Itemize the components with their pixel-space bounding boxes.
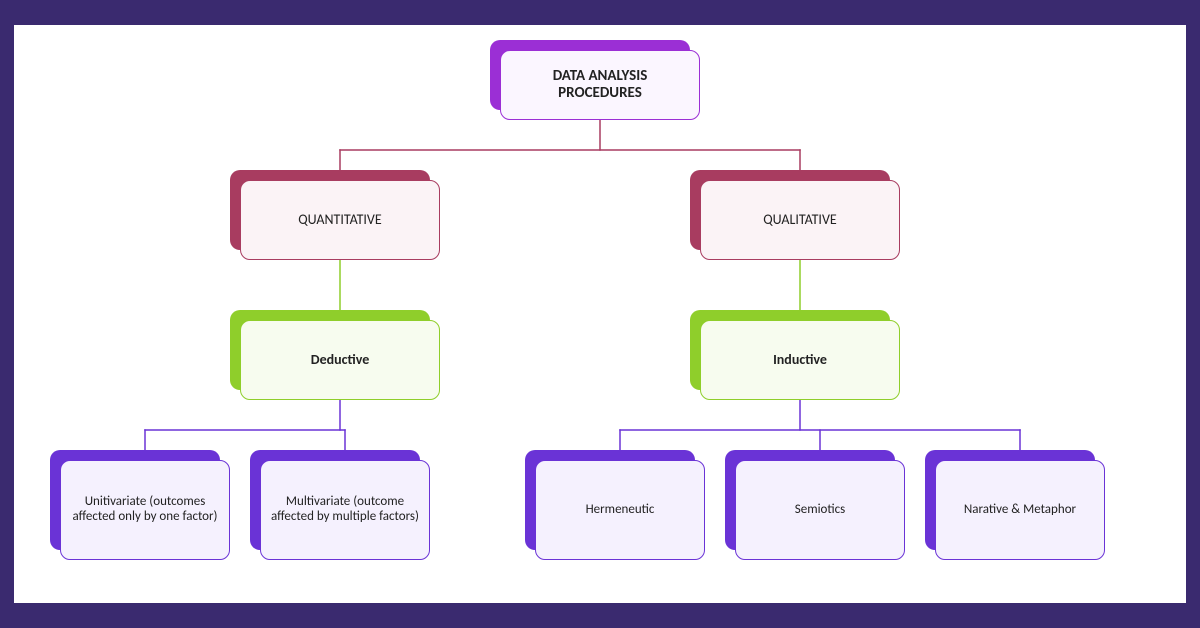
node-face: DATA ANALYSIS PROCEDURES	[500, 50, 700, 120]
node-qualitative: QUALITATIVE	[700, 180, 900, 260]
node-face: Unitivariate (outcomes affected only by …	[60, 460, 230, 560]
node-label: DATA ANALYSIS PROCEDURES	[511, 68, 689, 103]
node-semiotics: Semiotics	[735, 460, 905, 560]
node-face: Inductive	[700, 320, 900, 400]
node-face: QUANTITATIVE	[240, 180, 440, 260]
diagram-stage: DATA ANALYSIS PROCEDURES QUANTITATIVE QUAL…	[0, 0, 1200, 628]
node-label: Deductive	[311, 352, 370, 368]
node-hermeneutic: Hermeneutic	[535, 460, 705, 560]
node-multivariate: Multivariate (outcome affected by multip…	[260, 460, 430, 560]
node-label: Inductive	[773, 352, 827, 368]
node-quantitative: QUANTITATIVE	[240, 180, 440, 260]
frame-bottom-bar	[0, 603, 1200, 628]
node-label: Semiotics	[795, 503, 846, 518]
frame-left-strip	[0, 0, 14, 628]
frame-top-bar	[0, 0, 1200, 25]
node-label: Multivariate (outcome affected by multip…	[271, 495, 419, 525]
node-label: QUALITATIVE	[763, 212, 836, 228]
node-face: Deductive	[240, 320, 440, 400]
node-face: QUALITATIVE	[700, 180, 900, 260]
node-face: Hermeneutic	[535, 460, 705, 560]
node-root: DATA ANALYSIS PROCEDURES	[500, 50, 700, 120]
node-label: Unitivariate (outcomes affected only by …	[71, 495, 219, 525]
node-narrative: Narative & Metaphor	[935, 460, 1105, 560]
frame-right-strip	[1186, 0, 1200, 628]
node-inductive: Inductive	[700, 320, 900, 400]
node-unitivariate: Unitivariate (outcomes affected only by …	[60, 460, 230, 560]
node-deductive: Deductive	[240, 320, 440, 400]
node-face: Semiotics	[735, 460, 905, 560]
node-face: Narative & Metaphor	[935, 460, 1105, 560]
node-label: Hermeneutic	[586, 503, 655, 518]
node-label: Narative & Metaphor	[964, 503, 1076, 518]
node-label: QUANTITATIVE	[298, 212, 381, 228]
node-face: Multivariate (outcome affected by multip…	[260, 460, 430, 560]
